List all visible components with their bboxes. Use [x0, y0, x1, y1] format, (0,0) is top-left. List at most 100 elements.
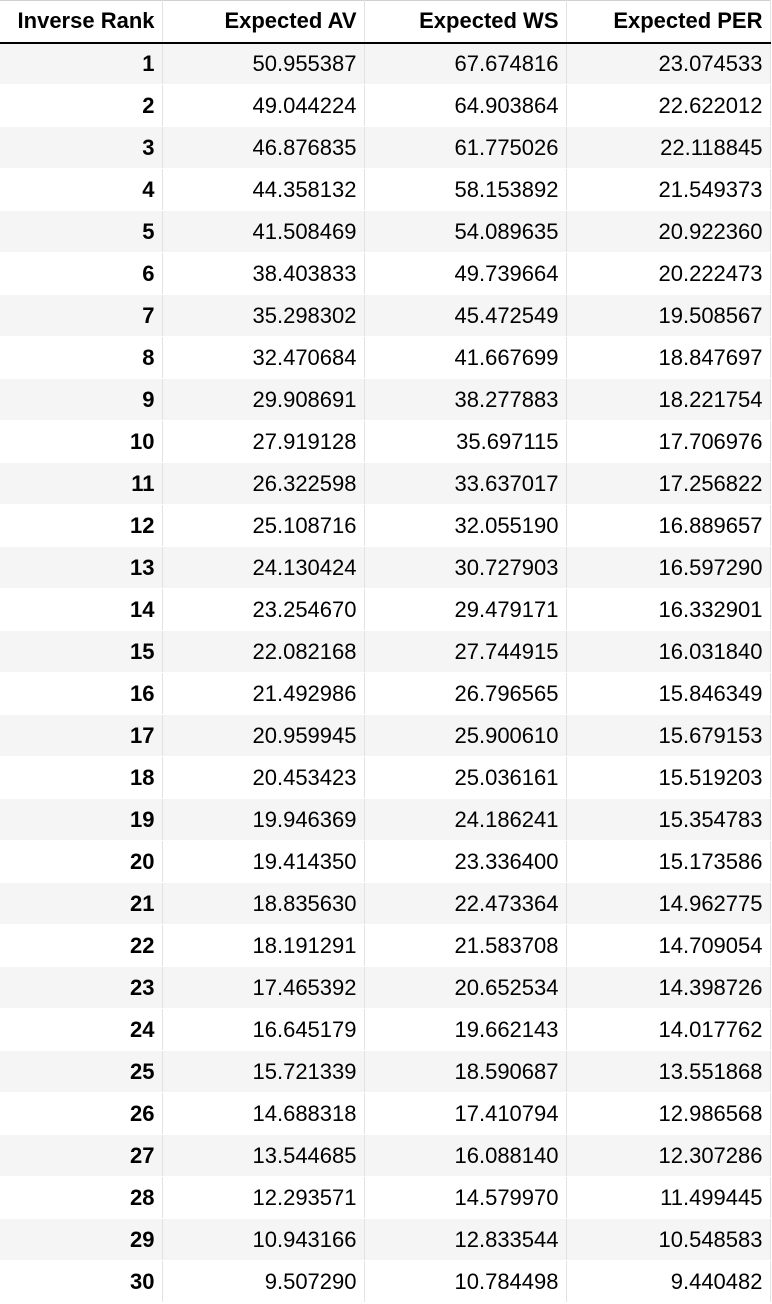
cell-expected-ws: 26.796565 — [364, 672, 567, 715]
cell-expected-per: 14.017762 — [566, 1008, 771, 1051]
cell-expected-ws: 38.277883 — [364, 378, 567, 421]
table-row: 16 21.492986 26.796565 15.846349 — [0, 672, 771, 715]
cell-inverse-rank: 19 — [0, 798, 163, 841]
cell-expected-per: 15.519203 — [566, 756, 771, 799]
cell-expected-per: 10.548583 — [566, 1218, 771, 1261]
cell-expected-av: 46.876835 — [162, 126, 365, 169]
cell-expected-per: 15.354783 — [566, 798, 771, 841]
table-row: 21 18.835630 22.473364 14.962775 — [0, 882, 771, 925]
table-row: 20 19.414350 23.336400 15.173586 — [0, 840, 771, 883]
table-header: Inverse Rank Expected AV Expected WS Exp… — [0, 0, 771, 44]
cell-inverse-rank: 21 — [0, 882, 163, 925]
cell-inverse-rank: 11 — [0, 462, 163, 505]
cell-inverse-rank: 24 — [0, 1008, 163, 1051]
cell-expected-av: 19.414350 — [162, 840, 365, 883]
cell-expected-av: 12.293571 — [162, 1176, 365, 1219]
cell-expected-per: 9.440482 — [566, 1260, 771, 1303]
cell-expected-ws: 14.579970 — [364, 1176, 567, 1219]
cell-expected-ws: 54.089635 — [364, 210, 567, 253]
table-row: 7 35.298302 45.472549 19.508567 — [0, 294, 771, 337]
cell-inverse-rank: 12 — [0, 504, 163, 547]
header-expected-ws: Expected WS — [364, 0, 567, 44]
table-row: 22 18.191291 21.583708 14.709054 — [0, 924, 771, 967]
cell-expected-ws: 33.637017 — [364, 462, 567, 505]
table-row: 11 26.322598 33.637017 17.256822 — [0, 462, 771, 505]
cell-expected-av: 20.959945 — [162, 714, 365, 757]
cell-expected-per: 11.499445 — [566, 1176, 771, 1219]
cell-expected-av: 44.358132 — [162, 168, 365, 211]
cell-expected-ws: 25.900610 — [364, 714, 567, 757]
cell-expected-ws: 49.739664 — [364, 252, 567, 295]
cell-inverse-rank: 5 — [0, 210, 163, 253]
cell-expected-ws: 61.775026 — [364, 126, 567, 169]
cell-expected-av: 16.645179 — [162, 1008, 365, 1051]
cell-expected-per: 20.922360 — [566, 210, 771, 253]
table-row: 9 29.908691 38.277883 18.221754 — [0, 378, 771, 421]
table-row: 13 24.130424 30.727903 16.597290 — [0, 546, 771, 589]
table-row: 29 10.943166 12.833544 10.548583 — [0, 1218, 771, 1261]
cell-expected-ws: 16.088140 — [364, 1134, 567, 1177]
table-row: 24 16.645179 19.662143 14.017762 — [0, 1008, 771, 1051]
cell-inverse-rank: 26 — [0, 1092, 163, 1135]
cell-expected-per: 12.986568 — [566, 1092, 771, 1135]
cell-expected-av: 50.955387 — [162, 42, 365, 85]
cell-expected-av: 19.946369 — [162, 798, 365, 841]
table-row: 12 25.108716 32.055190 16.889657 — [0, 504, 771, 547]
cell-inverse-rank: 22 — [0, 924, 163, 967]
cell-expected-per: 14.709054 — [566, 924, 771, 967]
cell-expected-per: 19.508567 — [566, 294, 771, 337]
table-row: 5 41.508469 54.089635 20.922360 — [0, 210, 771, 253]
cell-expected-ws: 67.674816 — [364, 42, 567, 85]
cell-inverse-rank: 2 — [0, 84, 163, 127]
cell-expected-ws: 23.336400 — [364, 840, 567, 883]
cell-expected-per: 18.221754 — [566, 378, 771, 421]
cell-expected-ws: 25.036161 — [364, 756, 567, 799]
cell-inverse-rank: 16 — [0, 672, 163, 715]
cell-expected-per: 17.706976 — [566, 420, 771, 463]
cell-expected-av: 10.943166 — [162, 1218, 365, 1261]
cell-expected-av: 27.919128 — [162, 420, 365, 463]
cell-expected-ws: 64.903864 — [364, 84, 567, 127]
table-row: 15 22.082168 27.744915 16.031840 — [0, 630, 771, 673]
cell-expected-per: 13.551868 — [566, 1050, 771, 1093]
table-row: 25 15.721339 18.590687 13.551868 — [0, 1050, 771, 1093]
cell-expected-ws: 18.590687 — [364, 1050, 567, 1093]
cell-expected-ws: 45.472549 — [364, 294, 567, 337]
cell-expected-av: 32.470684 — [162, 336, 365, 379]
cell-inverse-rank: 25 — [0, 1050, 163, 1093]
cell-expected-av: 22.082168 — [162, 630, 365, 673]
cell-inverse-rank: 7 — [0, 294, 163, 337]
table-row: 17 20.959945 25.900610 15.679153 — [0, 714, 771, 757]
cell-inverse-rank: 1 — [0, 42, 163, 85]
cell-expected-ws: 19.662143 — [364, 1008, 567, 1051]
cell-expected-ws: 21.583708 — [364, 924, 567, 967]
cell-expected-ws: 32.055190 — [364, 504, 567, 547]
cell-expected-av: 29.908691 — [162, 378, 365, 421]
cell-expected-av: 35.298302 — [162, 294, 365, 337]
header-expected-per: Expected PER — [566, 0, 771, 44]
header-expected-av: Expected AV — [162, 0, 365, 44]
cell-expected-per: 15.679153 — [566, 714, 771, 757]
cell-expected-per: 23.074533 — [566, 42, 771, 85]
table-row: 23 17.465392 20.652534 14.398726 — [0, 966, 771, 1009]
cell-expected-ws: 27.744915 — [364, 630, 567, 673]
cell-expected-av: 49.044224 — [162, 84, 365, 127]
table-row: 26 14.688318 17.410794 12.986568 — [0, 1092, 771, 1135]
cell-inverse-rank: 29 — [0, 1218, 163, 1261]
cell-inverse-rank: 10 — [0, 420, 163, 463]
cell-inverse-rank: 3 — [0, 126, 163, 169]
cell-inverse-rank: 18 — [0, 756, 163, 799]
cell-inverse-rank: 20 — [0, 840, 163, 883]
cell-expected-av: 41.508469 — [162, 210, 365, 253]
cell-inverse-rank: 9 — [0, 378, 163, 421]
cell-expected-av: 18.191291 — [162, 924, 365, 967]
header-row: Inverse Rank Expected AV Expected WS Exp… — [0, 0, 771, 44]
cell-expected-per: 15.173586 — [566, 840, 771, 883]
table-row: 4 44.358132 58.153892 21.549373 — [0, 168, 771, 211]
table-row: 27 13.544685 16.088140 12.307286 — [0, 1134, 771, 1177]
cell-expected-av: 14.688318 — [162, 1092, 365, 1135]
cell-inverse-rank: 23 — [0, 966, 163, 1009]
cell-expected-per: 15.846349 — [566, 672, 771, 715]
cell-inverse-rank: 6 — [0, 252, 163, 295]
cell-expected-av: 9.507290 — [162, 1260, 365, 1303]
